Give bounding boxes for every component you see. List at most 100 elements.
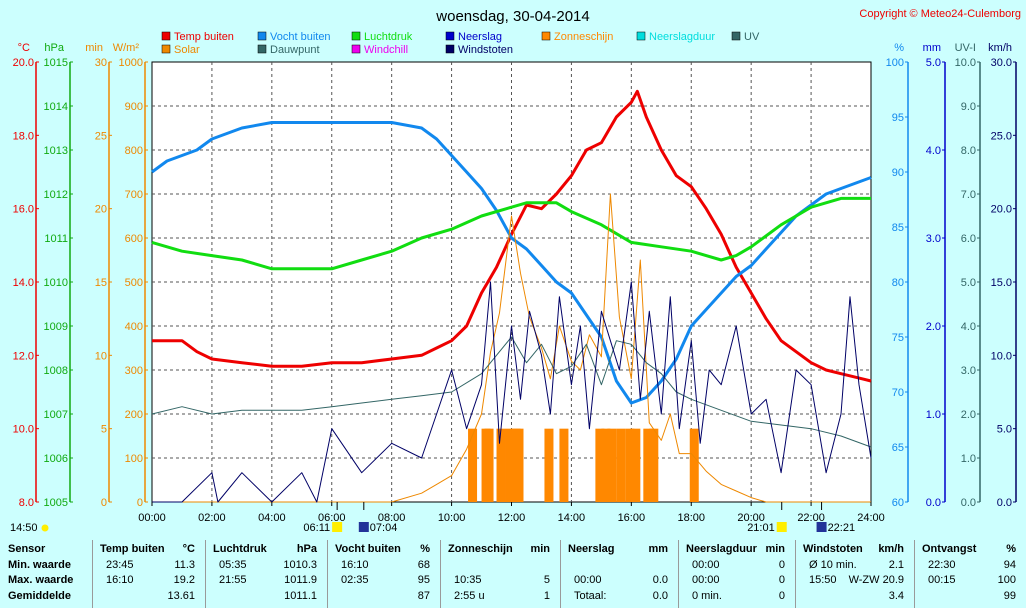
- legend-swatch: [636, 31, 646, 41]
- legend-label: Dauwpunt: [270, 44, 320, 56]
- stats-row-value: 0.0: [652, 590, 668, 602]
- stats-row-label: 23:45: [106, 559, 134, 571]
- stats-row-value: 3.4: [888, 590, 904, 602]
- left-axis-tick-label: 1014: [44, 101, 68, 113]
- stats-column: Windstoten km/h Ø 10 min. 2.1 15:50 W-ZW 20.9…: [795, 540, 914, 608]
- legend-label: UV: [744, 31, 760, 43]
- legend-label: Vocht buiten: [270, 31, 331, 43]
- stats-header: Luchtdruk: [213, 543, 267, 555]
- zonneschijn-bar: [649, 428, 659, 502]
- zonneschijn-bar: [631, 428, 641, 502]
- left-axis-tick-label: 800: [125, 145, 143, 157]
- zonneschijn-bar: [544, 428, 554, 502]
- stats-header: Vocht buiten: [335, 543, 401, 555]
- x-axis-tick-label: 00:00: [138, 512, 166, 524]
- sun-mark-label: 06:11: [303, 522, 330, 534]
- stats-header: Neerslagduur: [686, 543, 757, 555]
- left-axis-unit: W/m²: [113, 42, 140, 54]
- stats-separator: [440, 540, 441, 608]
- left-axis-tick-label: 20: [95, 204, 107, 216]
- stats-separator: [678, 540, 679, 608]
- stats-row-label: 02:35: [341, 574, 369, 586]
- stats-row-label: 2:55 u: [454, 590, 485, 602]
- x-axis-tick-label: 06:00: [318, 512, 346, 524]
- left-axis-tick-label: 0: [101, 497, 107, 509]
- right-axis-tick-label: 90: [892, 167, 904, 179]
- axes: °C20.018.016.014.012.010.08.0hPa10151014…: [13, 42, 1017, 509]
- legend: Temp buiten Vocht buiten Luchtdruk Neerslag…: [161, 31, 760, 56]
- legend-label: Solar: [174, 44, 200, 56]
- legend-label: Windstoten: [458, 44, 513, 56]
- right-axis-unit: km/h: [988, 42, 1012, 54]
- stats-row-label: Gemiddelde: [8, 590, 71, 602]
- stats-row-label: 16:10: [341, 559, 369, 571]
- left-axis-tick-label: 16.0: [13, 204, 34, 216]
- series-lines: [151, 89, 872, 503]
- right-axis-tick-label: 2.0: [961, 409, 976, 421]
- stats-separator: [560, 540, 561, 608]
- sun-mark-label: 07:04: [370, 522, 398, 534]
- stats-header-unit: min: [765, 543, 785, 555]
- sunset-icon: [816, 522, 827, 532]
- stats-header-unit: min: [530, 543, 550, 555]
- stats-header: Windstoten: [803, 543, 863, 555]
- stats-column: Sensor Min. waarde Max. waarde Gemiddelde: [0, 540, 92, 608]
- right-axis-tick-label: 85: [892, 222, 904, 234]
- stats-column: Luchtdruk hPa 05:35 1010.3 21:55 1011.9 1011.1: [205, 540, 327, 608]
- windstoten-line: [152, 281, 872, 503]
- stats-column: Zonneschijn min 10:35 5 2:55 u 1: [440, 540, 560, 608]
- stats-row-label: Totaal:: [574, 590, 607, 602]
- left-axis-tick-label: 1007: [44, 409, 68, 421]
- right-axis-tick-label: 1.0: [926, 409, 941, 421]
- zonneschijn-bar: [496, 428, 506, 502]
- zonneschijn-bar: [468, 428, 478, 502]
- legend-label: Luchtdruk: [364, 31, 413, 43]
- left-axis-tick-label: 1006: [44, 453, 68, 465]
- stats-row-value: 0: [778, 559, 785, 571]
- stats-row-label: 21:55: [219, 574, 247, 586]
- x-axis-tick-label: 08:00: [378, 512, 406, 524]
- right-axis-tick-label: 65: [892, 442, 904, 454]
- chart-title: woensdag, 30-04-2014: [435, 8, 589, 25]
- copyright: Copyright © Meteo24-Culemborg: [859, 8, 1021, 20]
- right-axis-tick-label: 6.0: [961, 233, 976, 245]
- right-axis-tick-label: 60: [892, 497, 904, 509]
- x-axis-tick-label: 04:00: [258, 512, 286, 524]
- stats-header-unit: hPa: [296, 543, 317, 555]
- legend-label: Temp buiten: [174, 31, 234, 43]
- stats-separator: [327, 540, 328, 608]
- left-axis-tick-label: 1010: [44, 277, 68, 289]
- left-axis-tick-label: 200: [125, 409, 143, 421]
- right-axis-unit: mm: [923, 42, 941, 54]
- right-axis-tick-label: 0.0: [926, 497, 941, 509]
- left-axis-tick-label: 20.0: [13, 57, 34, 69]
- right-axis-unit: UV-I: [955, 42, 976, 54]
- stats-header: Neerslag: [568, 543, 615, 555]
- right-axis-tick-label: 15.0: [991, 277, 1012, 289]
- stats-header-unit: %: [420, 543, 430, 555]
- stats-row-label: Min. waarde: [8, 559, 71, 571]
- stats-row-value: 95: [417, 574, 430, 586]
- stats-column: Temp buiten °C 23:45 11.3 16:10 19.2 13.61: [92, 540, 205, 608]
- left-axis-unit: °C: [18, 42, 30, 54]
- stats-header: Sensor: [8, 543, 46, 555]
- right-axis-tick-label: 5.0: [997, 424, 1012, 436]
- left-axis-unit: min: [85, 42, 103, 54]
- stats-row-label: 00:00: [574, 574, 602, 586]
- sun-mark-label: 21:01: [747, 522, 775, 534]
- sunrise-icon: [332, 522, 343, 532]
- right-axis-tick-label: 20.0: [991, 204, 1012, 216]
- left-axis-tick-label: 8.0: [19, 497, 34, 509]
- right-axis-tick-label: 5.0: [926, 57, 941, 69]
- left-axis-tick-label: 30: [95, 57, 107, 69]
- stats-row-value: 94: [1003, 559, 1016, 571]
- left-axis-tick-label: 1009: [44, 321, 68, 333]
- stats-row-label: 16:10: [106, 574, 134, 586]
- stats-row-value: 1: [543, 590, 550, 602]
- stats-row-value: 99: [1003, 590, 1016, 602]
- vocht-buiten-line: [151, 121, 872, 405]
- zonneschijn-bar: [559, 428, 569, 502]
- legend-swatch: [351, 31, 361, 41]
- stats-row-value: 68: [417, 559, 430, 571]
- right-axis-tick-label: 3.0: [961, 365, 976, 377]
